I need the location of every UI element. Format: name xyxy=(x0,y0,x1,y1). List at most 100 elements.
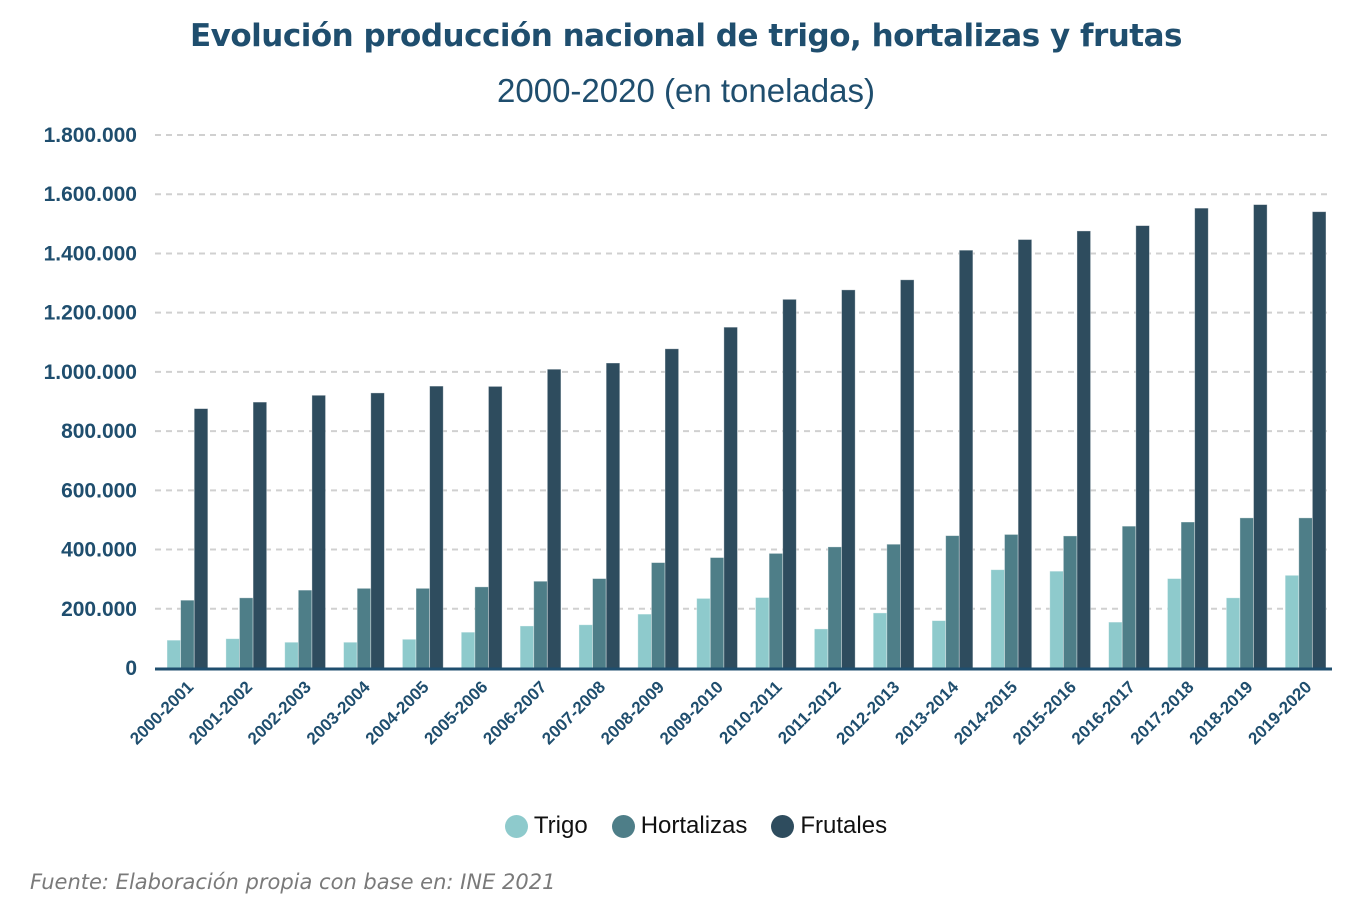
bar-frutales[interactable] xyxy=(1311,211,1327,669)
bar-hortalizas[interactable] xyxy=(239,597,254,669)
y-axis: 0 200.000 400.000 600.000 800.000 1.000.000 1.… xyxy=(44,124,137,680)
bar-trigo[interactable] xyxy=(813,628,829,669)
bar-hortalizas[interactable] xyxy=(297,589,313,669)
bar-trigo[interactable] xyxy=(931,620,947,669)
bar-trigo[interactable] xyxy=(519,625,535,669)
bar-frutales[interactable] xyxy=(900,279,915,669)
legend-swatch xyxy=(504,814,528,838)
bar-group xyxy=(578,362,621,669)
bar-hortalizas[interactable] xyxy=(1298,517,1313,669)
bar-group xyxy=(931,249,974,669)
y-tick-label: 800.000 xyxy=(61,420,137,443)
bar-frutales[interactable] xyxy=(1253,204,1268,669)
bar-frutales[interactable] xyxy=(1135,225,1150,669)
y-tick-label: 200.000 xyxy=(61,598,137,621)
bar-frutales[interactable] xyxy=(958,249,974,669)
bar-frutales[interactable] xyxy=(1076,230,1091,669)
bar-frutales[interactable] xyxy=(1017,239,1033,669)
bar-group xyxy=(225,401,268,669)
y-tick-label: 400.000 xyxy=(61,539,137,562)
legend: Trigo Hortalizas Frutales xyxy=(0,812,1372,840)
bar-trigo[interactable] xyxy=(578,624,593,669)
bar-frutales[interactable] xyxy=(370,392,385,669)
bar-trigo[interactable] xyxy=(637,613,652,669)
bar-trigo[interactable] xyxy=(460,631,476,669)
bar-trigo[interactable] xyxy=(1225,597,1241,669)
gridlines xyxy=(155,134,1332,610)
legend-label: Hortalizas xyxy=(640,812,748,839)
y-tick-label: 600.000 xyxy=(61,479,137,502)
bar-hortalizas[interactable] xyxy=(415,587,431,669)
bar-frutales[interactable] xyxy=(1194,207,1209,669)
bar-trigo[interactable] xyxy=(343,641,358,669)
legend-swatch xyxy=(771,814,795,838)
bar-group xyxy=(872,279,915,669)
bar-trigo[interactable] xyxy=(1167,578,1182,669)
legend-item-frutales[interactable]: Frutales xyxy=(771,812,887,840)
bar-frutales[interactable] xyxy=(841,289,856,669)
bar-group xyxy=(166,408,209,669)
bar-group xyxy=(343,392,385,669)
bar-trigo[interactable] xyxy=(755,597,770,669)
y-tick-label: 0 xyxy=(125,657,137,680)
bar-hortalizas[interactable] xyxy=(886,543,901,669)
bar-group xyxy=(696,326,738,669)
legend-item-hortalizas[interactable]: Hortalizas xyxy=(611,812,748,840)
bar-group xyxy=(460,385,503,669)
x-axis: 2000-20012001-20022002-20032003-20042004… xyxy=(126,677,1315,748)
x-tick-label: 2019-2020 xyxy=(1244,677,1315,748)
bar-trigo[interactable] xyxy=(1108,621,1123,669)
bar-hortalizas[interactable] xyxy=(651,562,666,669)
y-tick-label: 1.800.000 xyxy=(44,124,137,147)
bar-group xyxy=(1225,204,1268,669)
chart-subtitle: 2000-2020 (en toneladas) xyxy=(497,72,875,109)
y-tick-label: 1.400.000 xyxy=(44,242,137,265)
bar-group xyxy=(1049,230,1091,669)
bar-trigo[interactable] xyxy=(990,569,1005,669)
bar-frutales[interactable] xyxy=(782,298,797,669)
bar-group xyxy=(990,239,1033,669)
bar-frutales[interactable] xyxy=(429,385,444,669)
bar-group xyxy=(1167,207,1209,669)
bar-trigo[interactable] xyxy=(1284,574,1300,669)
bar-frutales[interactable] xyxy=(723,326,738,669)
bar-hortalizas[interactable] xyxy=(180,599,195,669)
bar-hortalizas[interactable] xyxy=(474,586,489,669)
bar-hortalizas[interactable] xyxy=(592,578,607,669)
bar-frutales[interactable] xyxy=(488,385,503,669)
chart-title: Evolución producción nacional de trigo, … xyxy=(190,18,1183,54)
bar-hortalizas[interactable] xyxy=(768,553,784,669)
bar-hortalizas[interactable] xyxy=(827,546,842,669)
bar-trigo[interactable] xyxy=(696,598,711,669)
bar-frutales[interactable] xyxy=(664,348,680,669)
source-note: Fuente: Elaboración propia con base en: … xyxy=(30,870,556,894)
bar-frutales[interactable] xyxy=(546,368,562,669)
bar-group xyxy=(1284,211,1327,669)
bar-trigo[interactable] xyxy=(402,638,417,669)
legend-item-trigo[interactable]: Trigo xyxy=(504,812,588,840)
bar-trigo[interactable] xyxy=(225,638,240,669)
bar-group xyxy=(519,368,562,669)
bar-frutales[interactable] xyxy=(252,401,268,669)
bar-hortalizas[interactable] xyxy=(1004,534,1019,669)
bar-frutales[interactable] xyxy=(311,394,326,669)
legend-label: Frutales xyxy=(800,812,888,839)
bar-hortalizas[interactable] xyxy=(356,587,372,669)
bar-hortalizas[interactable] xyxy=(709,557,725,669)
bar-trigo[interactable] xyxy=(284,641,299,669)
bar-frutales[interactable] xyxy=(605,362,621,669)
y-tick-label: 1.600.000 xyxy=(44,183,137,206)
bar-hortalizas[interactable] xyxy=(1121,525,1137,669)
bar-trigo[interactable] xyxy=(166,639,182,669)
bar-trigo[interactable] xyxy=(872,612,888,669)
bar-trigo[interactable] xyxy=(1049,570,1064,669)
bar-hortalizas[interactable] xyxy=(1062,535,1078,669)
bar-hortalizas[interactable] xyxy=(533,580,548,669)
bar-frutales[interactable] xyxy=(193,408,209,669)
legend-label: Trigo xyxy=(533,812,588,839)
bar-hortalizas[interactable] xyxy=(1180,521,1196,669)
bar-hortalizas[interactable] xyxy=(945,535,960,669)
bar-hortalizas[interactable] xyxy=(1239,517,1254,669)
bar-group xyxy=(813,289,856,669)
y-tick-label: 1.200.000 xyxy=(44,302,137,325)
